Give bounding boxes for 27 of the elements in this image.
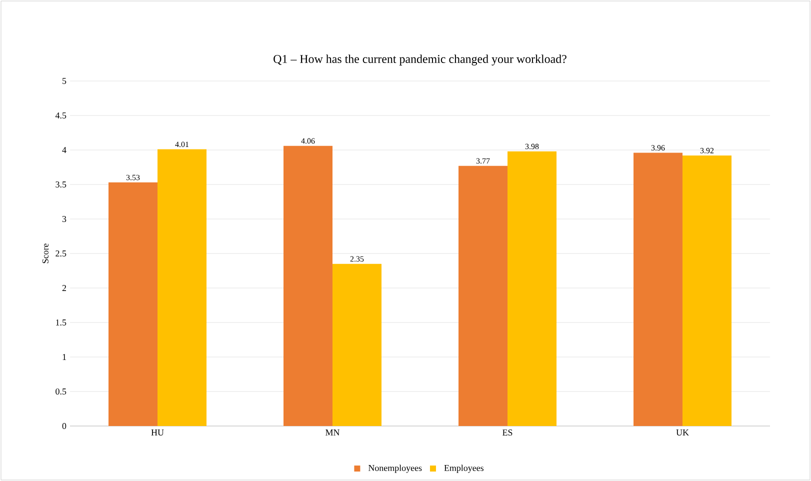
y-axis-title: Score (42, 244, 48, 264)
y-tick-label: 3.5 (56, 181, 66, 188)
y-tick-label: 2.5 (56, 250, 66, 257)
y-tick-label: 4 (62, 147, 66, 153)
bar (332, 264, 382, 426)
legend-label: Nonemployees (368, 464, 422, 473)
chart-title: Q1 – How has the current pandemic changed your workload? (274, 54, 566, 66)
y-tick-label: 3 (62, 216, 66, 222)
y-tick-label: 5 (62, 78, 66, 84)
bar (634, 152, 683, 426)
legend-label: Employees (444, 464, 484, 473)
x-tick-label: HU (151, 430, 164, 436)
bar (108, 182, 158, 426)
y-tick-label: 0.5 (56, 388, 66, 395)
bar (508, 151, 557, 426)
y-tick-label: 0 (62, 422, 66, 430)
bar (682, 156, 732, 426)
y-tick-label: 1.5 (56, 319, 66, 326)
x-tick-label: UK (676, 430, 689, 436)
bar (158, 149, 207, 426)
bar (458, 166, 508, 426)
y-tick-label: 1 (62, 354, 66, 360)
bar (284, 146, 333, 426)
y-tick-label: 2 (62, 285, 66, 291)
x-tick-label: ES (502, 430, 512, 436)
x-tick-label: MN (326, 430, 340, 436)
y-tick-label: 4.5 (55, 112, 66, 119)
